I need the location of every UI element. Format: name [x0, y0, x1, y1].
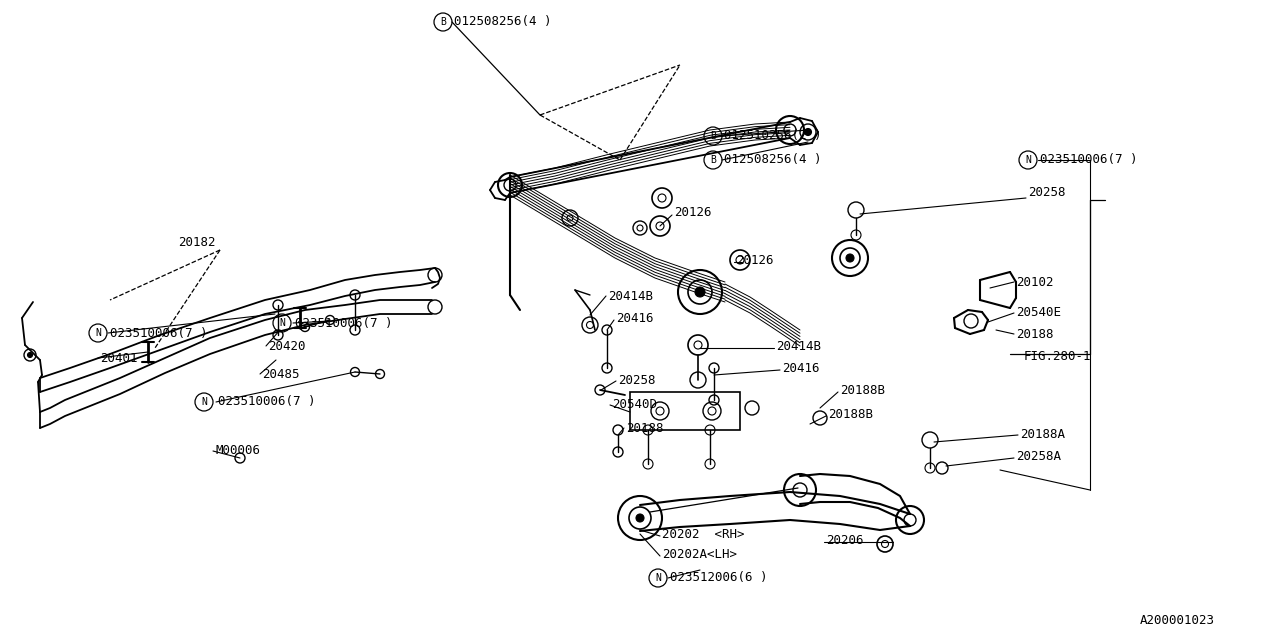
- Text: 20258: 20258: [618, 374, 655, 387]
- Text: 20416: 20416: [782, 362, 819, 374]
- Text: 20182: 20182: [178, 236, 215, 248]
- Text: 20416: 20416: [616, 312, 654, 324]
- Text: N: N: [279, 318, 285, 328]
- Text: 20540E: 20540E: [1016, 305, 1061, 319]
- Circle shape: [27, 353, 32, 358]
- Text: 012510256(2 ): 012510256(2 ): [724, 129, 822, 143]
- Text: B: B: [710, 155, 716, 165]
- Circle shape: [846, 254, 854, 262]
- Text: N: N: [95, 328, 101, 338]
- Circle shape: [695, 287, 705, 297]
- Text: 20188B: 20188B: [828, 408, 873, 420]
- Text: 20188A: 20188A: [1020, 428, 1065, 440]
- Text: 20540D: 20540D: [612, 397, 657, 410]
- Text: B: B: [710, 131, 716, 141]
- Text: 023510006(7 ): 023510006(7 ): [294, 317, 393, 330]
- Text: 20188: 20188: [626, 422, 663, 435]
- Text: 20414B: 20414B: [776, 339, 820, 353]
- Text: 023512006(6 ): 023512006(6 ): [669, 572, 768, 584]
- Text: M00006: M00006: [215, 445, 260, 458]
- Text: 20126: 20126: [675, 207, 712, 220]
- Text: 20202A<LH>: 20202A<LH>: [662, 547, 737, 561]
- Text: N: N: [201, 397, 207, 407]
- Text: 023510006(7 ): 023510006(7 ): [218, 396, 315, 408]
- Text: 20485: 20485: [262, 367, 300, 381]
- Text: 012508256(4 ): 012508256(4 ): [454, 15, 552, 29]
- Text: 023510006(7 ): 023510006(7 ): [110, 326, 207, 339]
- Circle shape: [636, 514, 644, 522]
- Text: 023510006(7 ): 023510006(7 ): [1039, 154, 1138, 166]
- Circle shape: [805, 129, 812, 136]
- Text: 20202  <RH>: 20202 <RH>: [662, 527, 745, 541]
- Text: 20206: 20206: [826, 534, 864, 547]
- Text: 20420: 20420: [268, 339, 306, 353]
- Text: 20401: 20401: [100, 351, 137, 365]
- Text: 20188B: 20188B: [840, 383, 884, 397]
- Text: 20188: 20188: [1016, 328, 1053, 340]
- Text: 20102: 20102: [1016, 275, 1053, 289]
- Text: 20258A: 20258A: [1016, 451, 1061, 463]
- Text: FIG.280-1: FIG.280-1: [1024, 349, 1092, 362]
- Text: 20126: 20126: [736, 253, 773, 266]
- Text: 20414B: 20414B: [608, 289, 653, 303]
- Text: N: N: [655, 573, 660, 583]
- Text: B: B: [440, 17, 445, 27]
- Text: 012508256(4 ): 012508256(4 ): [724, 154, 822, 166]
- Text: 20258: 20258: [1028, 186, 1065, 200]
- Text: A200001023: A200001023: [1140, 614, 1215, 627]
- Text: N: N: [1025, 155, 1030, 165]
